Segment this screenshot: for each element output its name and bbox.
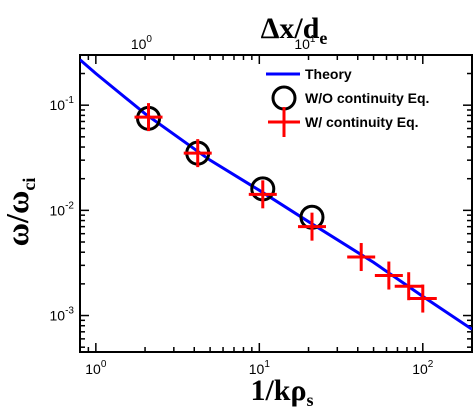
plus-marker [183, 139, 212, 168]
chart-marks [80, 58, 472, 331]
x-tick-label-base: 10 [249, 361, 265, 377]
top-axis-title: Δx/de [261, 12, 328, 48]
y-tick-label-base: 10 [50, 202, 66, 218]
x-axis-title-main: 1/kρ [250, 374, 306, 407]
x-tick-label-base: 10 [412, 361, 428, 377]
legend-theory-label: Theory [305, 66, 352, 82]
plus-marker [248, 180, 277, 209]
y-axis-title-main1: ω [0, 223, 35, 246]
y-tick-label-base: 10 [50, 308, 66, 324]
legend-plus-swatch [268, 107, 300, 137]
y-axis-title-slash: / [0, 213, 35, 224]
svg-text:ω/ωci: ω/ωci [0, 178, 39, 247]
legend-plus-label: W/ continuity Eq. [305, 114, 419, 130]
x-tick-label-base: 10 [85, 361, 101, 377]
y-axis-title-main2: ω [0, 191, 35, 214]
legend-circle-label: W/O continuity Eq. [305, 90, 429, 106]
y-tick-label-base: 10 [50, 97, 66, 113]
x-tick-label-exponent: 0 [101, 359, 107, 370]
plus-marker [394, 272, 423, 301]
top-tick-label-exponent: 1 [310, 34, 316, 45]
x-tick-label: 100 [85, 359, 107, 377]
legend: Theory W/O continuity Eq. W/ continuity … [266, 66, 429, 137]
top-axis-title-sub: e [319, 28, 327, 48]
x-axis-title-sub: s [307, 390, 314, 410]
y-axis-title-sub2: ci [19, 178, 39, 191]
y-tick-label: 10-2 [50, 200, 75, 218]
y-tick-label-exponent: -1 [65, 95, 74, 106]
x-tick-label: 102 [412, 359, 434, 377]
plus-marker [347, 243, 376, 272]
x-tick-label-exponent: 2 [428, 359, 434, 370]
x-axis-title: 1/kρs [250, 374, 313, 410]
plus-marker [297, 212, 326, 241]
top-axis-title-main: Δx/d [261, 12, 320, 45]
x-tick-label: 101 [249, 359, 271, 377]
top-tick-label-base: 10 [131, 36, 147, 52]
y-tick-label-exponent: -2 [65, 200, 74, 211]
top-tick-label-exponent: 0 [146, 34, 152, 45]
y-axis-title: ω/ωci [0, 178, 39, 247]
y-tick-label: 10-3 [50, 306, 75, 324]
top-tick-label: 101 [294, 34, 316, 52]
plus-marker [134, 103, 163, 132]
top-tick-label-base: 10 [294, 36, 310, 52]
top-tick-label: 100 [131, 34, 153, 52]
y-tick-label-exponent: -3 [65, 306, 74, 317]
x-tick-label-exponent: 1 [264, 359, 270, 370]
y-tick-label: 10-1 [50, 95, 75, 113]
plus-marker [374, 261, 403, 290]
plus-marker [408, 284, 437, 313]
